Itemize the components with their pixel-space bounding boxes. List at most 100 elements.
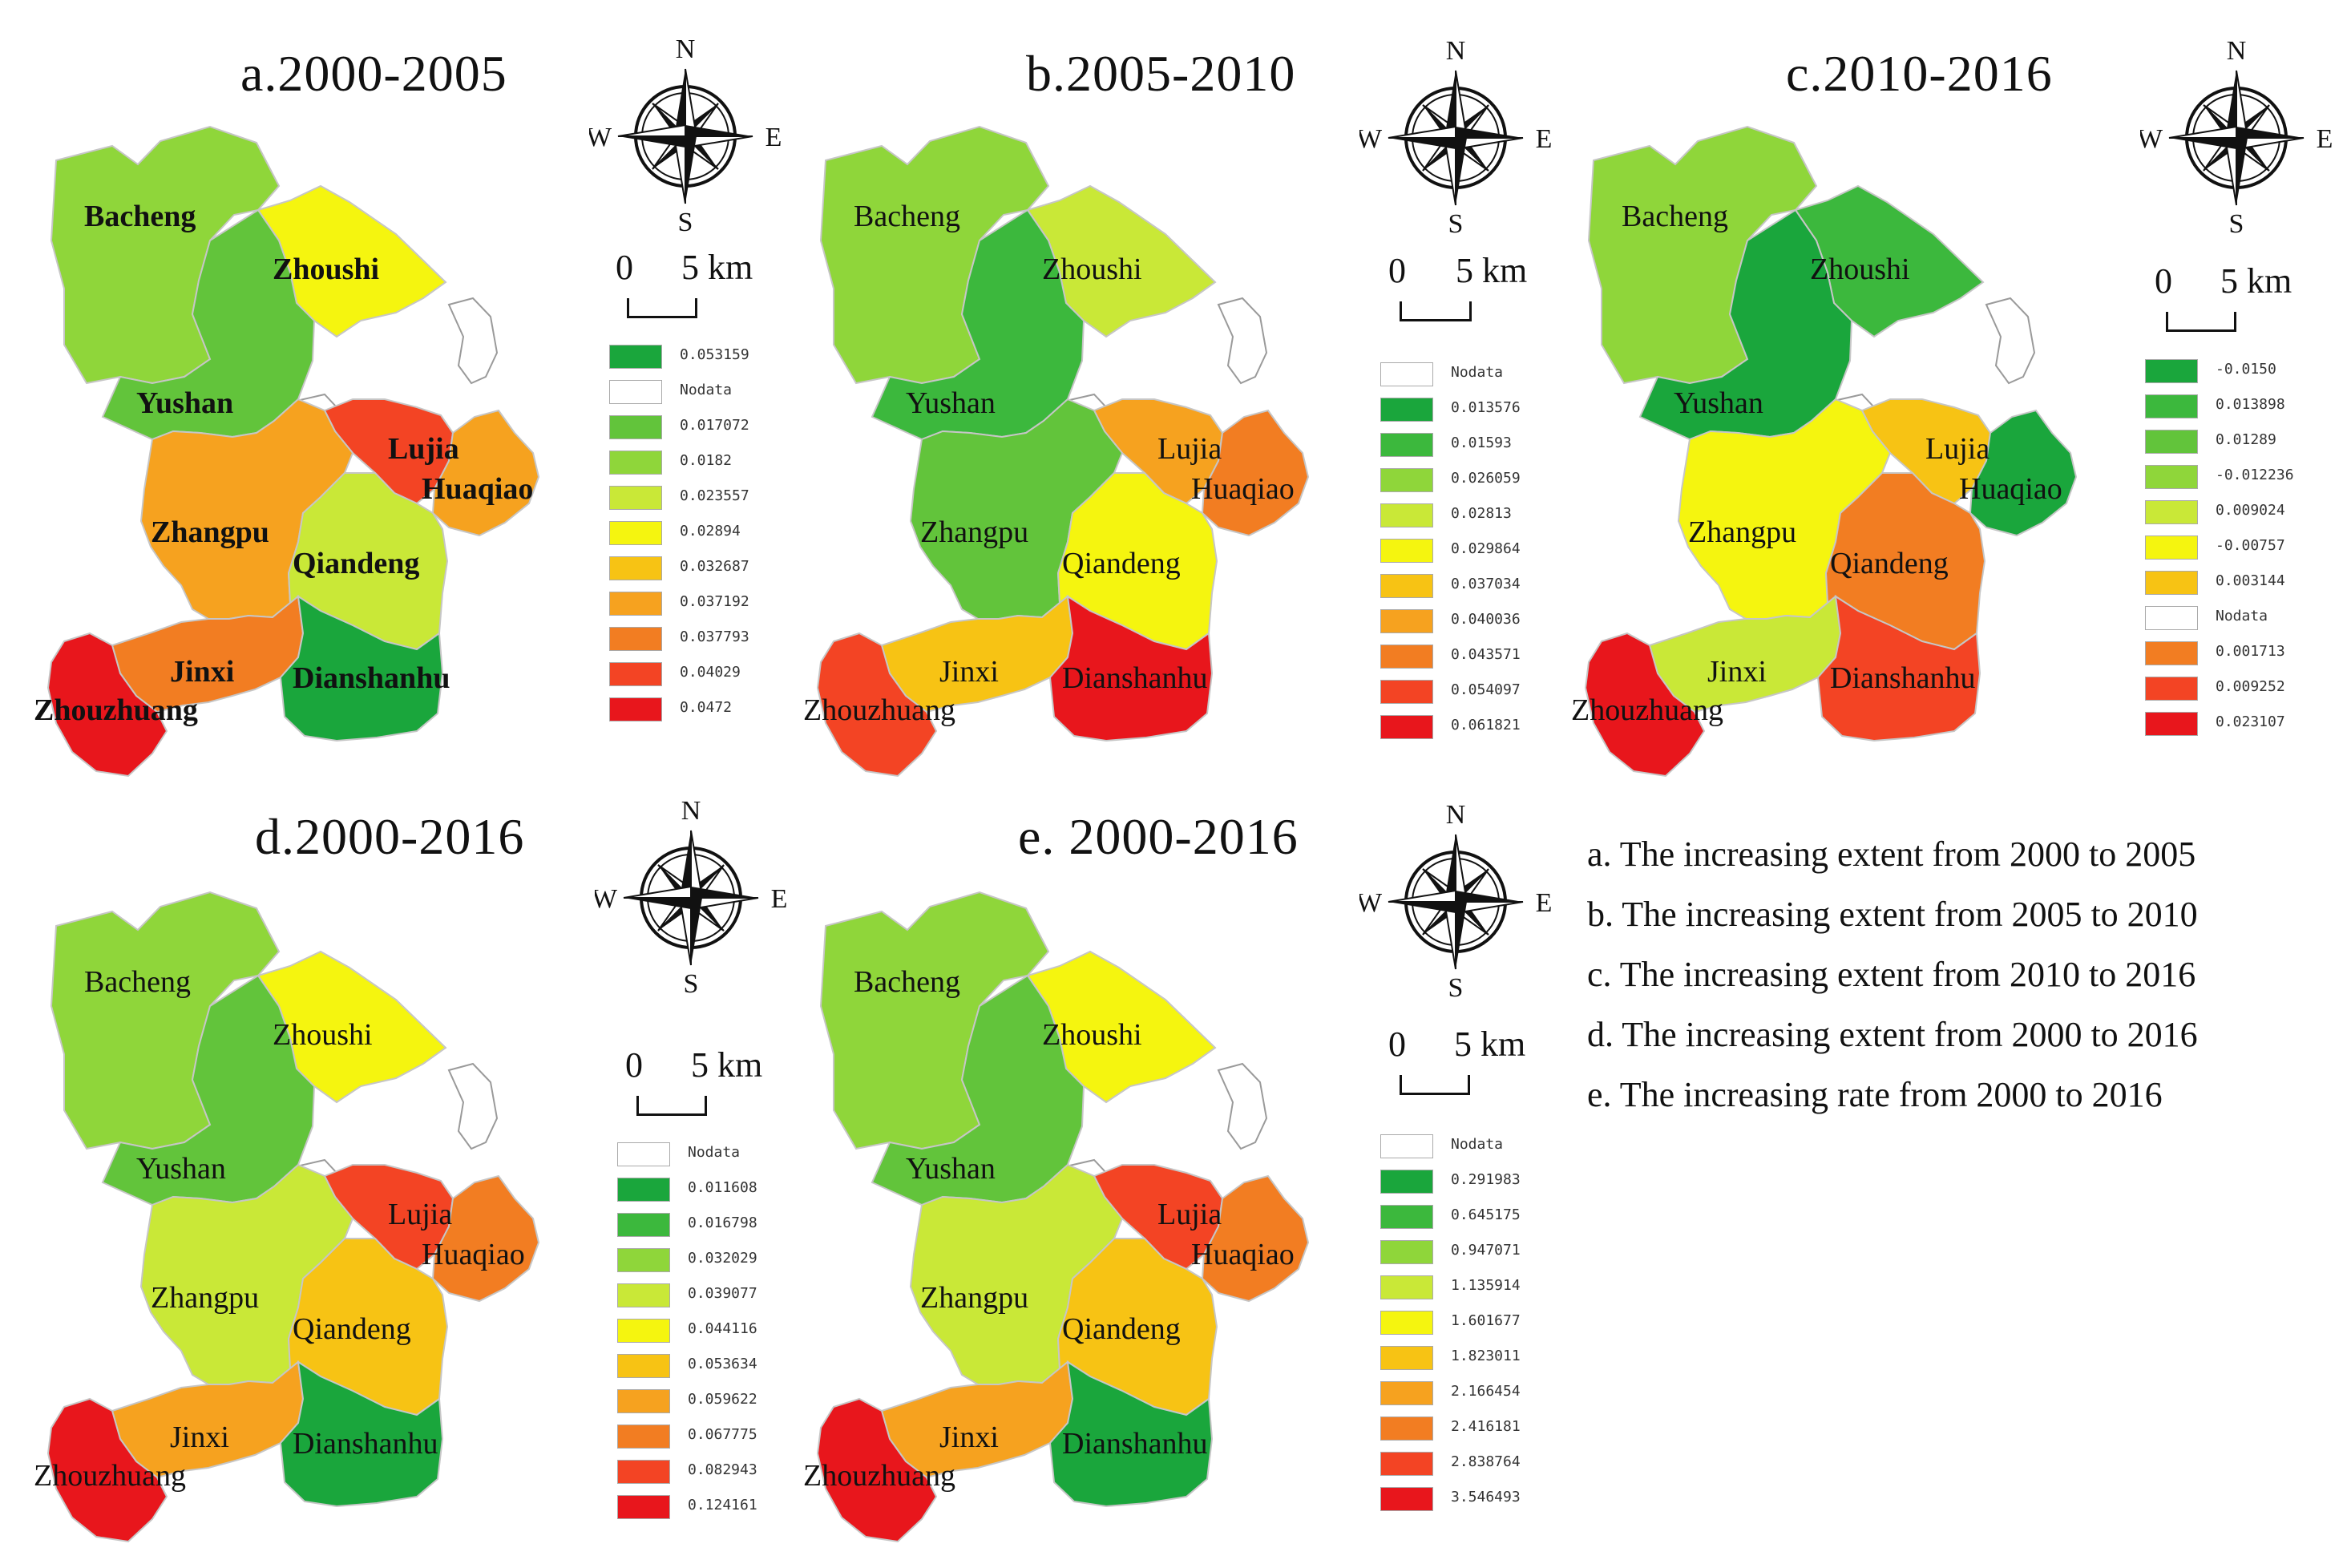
legend-label: 0.061821 — [1451, 717, 1521, 733]
town-label-yushan: Yushan — [136, 1152, 226, 1186]
legend-swatch — [1380, 609, 1433, 633]
region-nodata-strip — [447, 297, 499, 385]
panel-title: b.2005-2010 — [1026, 45, 1296, 102]
compass-point — [691, 898, 702, 965]
legend-swatch — [1380, 1275, 1433, 1299]
legend-label: Nodata — [688, 1144, 741, 1161]
region-zhouzhuang — [1584, 632, 1706, 778]
legend-swatch — [2145, 359, 2198, 383]
legend-label: 0.001713 — [2216, 643, 2285, 660]
legend-swatch — [617, 1389, 670, 1413]
legend-label: 0.037192 — [680, 593, 749, 610]
scale-zero: 0 — [1388, 1024, 1406, 1064]
legend-swatch — [1380, 574, 1433, 598]
compass-point — [680, 830, 691, 898]
legend-swatch — [609, 697, 662, 721]
legend-swatch — [617, 1142, 670, 1166]
legend-swatch — [617, 1354, 670, 1378]
legend-swatch — [1380, 645, 1433, 669]
scale-five: 5 km — [681, 248, 753, 287]
town-label-dianshanhu: Dianshanhu — [1062, 661, 1208, 695]
town-label-qiandeng: Qiandeng — [293, 1312, 411, 1346]
town-label-zhouzhuang: Zhouzhuang — [34, 693, 198, 727]
scale-zero: 0 — [616, 248, 633, 287]
legend-label: Nodata — [680, 382, 733, 398]
legend-swatch — [1380, 539, 1433, 563]
legend-label: 2.166454 — [1451, 1383, 1521, 1400]
legend-label: 0.053634 — [688, 1356, 757, 1372]
compass-point — [1444, 71, 1456, 138]
legend-label: 1.601677 — [1451, 1312, 1521, 1329]
compass-point — [691, 887, 758, 898]
scale-bar — [1400, 1075, 1470, 1095]
town-label-dianshanhu: Dianshanhu — [293, 1427, 438, 1461]
town-label-zhoushi: Zhoushi — [273, 1018, 373, 1052]
note-d: d. The increasing extent from 2000 to 20… — [1587, 1015, 2198, 1054]
town-label-zhangpu: Zhangpu — [151, 515, 269, 549]
town-label-qiandeng: Qiandeng — [1062, 547, 1181, 580]
town-label-jinxi: Jinxi — [170, 1420, 229, 1454]
town-label-bacheng: Bacheng — [854, 200, 960, 233]
legend-label: 0.947071 — [1451, 1242, 1521, 1259]
town-label-zhouzhuang: Zhouzhuang — [803, 1459, 955, 1493]
legend-swatch — [1380, 398, 1433, 422]
compass-w: W — [589, 123, 612, 152]
town-label-lujia: Lujia — [388, 1198, 452, 1231]
compass-e: E — [771, 884, 787, 914]
scale-five: 5 km — [1456, 251, 1528, 290]
scale-zero: 0 — [625, 1045, 643, 1085]
town-label-zhouzhuang: Zhouzhuang — [1571, 693, 1723, 727]
legend-label: 0.0182 — [680, 452, 733, 469]
legend-label: 0.013898 — [2216, 396, 2285, 413]
legend-swatch — [617, 1495, 670, 1519]
compass-e: E — [2317, 124, 2333, 154]
legend-label: 0.003144 — [2216, 572, 2285, 589]
legend-swatch — [2145, 571, 2198, 595]
legend-label: -0.0150 — [2216, 361, 2276, 378]
scale-five: 5 km — [691, 1045, 763, 1085]
legend-label: 3.546493 — [1451, 1489, 1521, 1505]
panel-c: c.2010-2016 Bacheng Zhoushi Yushan Lujia Hua… — [1537, 0, 2339, 786]
legend-label: 0.011608 — [688, 1179, 757, 1196]
panel-title: c.2010-2016 — [1786, 45, 2053, 102]
legend-swatch — [617, 1283, 670, 1307]
town-label-bacheng: Bacheng — [84, 200, 196, 233]
town-label-zhangpu: Zhangpu — [920, 515, 1028, 549]
town-label-yushan: Yushan — [906, 1152, 996, 1186]
compass-point — [685, 125, 753, 136]
region-dianshanhu — [1048, 594, 1214, 742]
legend-label: 0.037793 — [680, 628, 749, 645]
legend-swatch — [617, 1319, 670, 1343]
legend-label: 0.02894 — [680, 523, 741, 540]
compass-w: W — [2140, 124, 2163, 154]
region-zhouzhuang — [46, 632, 168, 778]
town-label-huaqiao: Huaqiao — [422, 1238, 525, 1271]
legend-label: 0.01289 — [2216, 431, 2276, 448]
panel-a: a.2000-2005 Bacheng Zhoushi Yushan Lujia Hua… — [0, 0, 786, 786]
legend-swatch — [1380, 362, 1433, 386]
region-zhouzhuang — [46, 1397, 168, 1543]
compass-w: W — [595, 884, 618, 914]
compass-point — [2236, 138, 2248, 205]
panel-e: e. 2000-2016 Bacheng Zhoushi Yushan Lujia Hu… — [770, 766, 1555, 1567]
town-label-zhangpu: Zhangpu — [151, 1281, 259, 1315]
town-label-qiandeng: Qiandeng — [293, 547, 419, 580]
compass-point — [1388, 138, 1456, 149]
region-nodata-strip — [1217, 1062, 1268, 1150]
compass-s: S — [684, 969, 699, 994]
region-nodata-strip — [447, 1062, 499, 1150]
choropleth-map: Bacheng Zhoushi Yushan Lujia Huaqiao Zhangpu Q… — [1571, 125, 2078, 778]
compass-point — [1456, 902, 1467, 969]
compass-point — [685, 136, 697, 204]
region-zhouzhuang — [816, 632, 938, 778]
legend-label: 0.645175 — [1451, 1206, 1521, 1223]
legend-label: 0.032029 — [688, 1250, 757, 1267]
compass-e: E — [766, 123, 782, 152]
legend-swatch — [617, 1213, 670, 1237]
legend-label: 0.009252 — [2216, 678, 2285, 695]
town-label-zhoushi: Zhoushi — [1042, 1018, 1142, 1052]
legend-swatch — [2145, 500, 2198, 524]
scale-bar — [1400, 301, 1472, 321]
legend-label: 0.124161 — [688, 1497, 757, 1513]
scale-bar — [636, 1096, 707, 1116]
